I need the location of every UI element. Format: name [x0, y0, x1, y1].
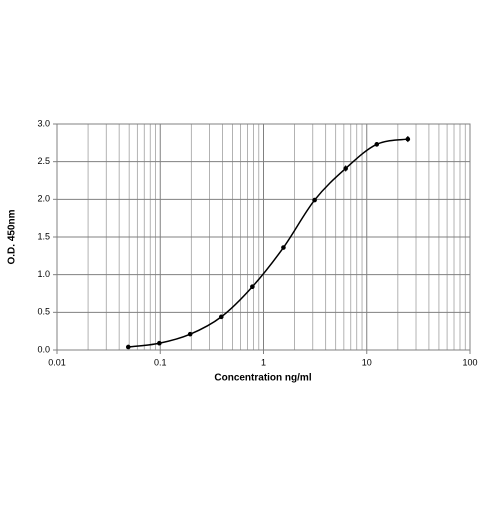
x-tick-label: 1	[261, 357, 266, 367]
data-point	[250, 284, 255, 290]
data-point	[187, 331, 193, 337]
data-point	[218, 314, 224, 320]
y-tick-label: 0.0	[37, 344, 50, 354]
y-tick-label: 2.0	[37, 194, 50, 204]
x-tick-label: 0.1	[154, 357, 167, 367]
y-tick-label: 0.5	[37, 307, 50, 317]
data-point	[343, 166, 348, 171]
data-point	[125, 344, 131, 350]
x-tick-label: 0.01	[48, 357, 66, 367]
fit-curve	[128, 138, 408, 348]
y-axis-title: O.D. 450nm	[7, 209, 18, 264]
data-point	[157, 340, 162, 346]
data-point	[405, 136, 411, 142]
x-tick-label: 100	[462, 357, 477, 367]
y-tick-label: 1.0	[37, 269, 50, 279]
x-tick-label: 10	[362, 357, 372, 367]
y-tick-label: 1.5	[37, 231, 50, 241]
data-point	[312, 197, 317, 203]
data-point	[281, 245, 286, 250]
y-tick-label: 3.0	[37, 118, 50, 128]
data-point	[374, 142, 380, 147]
x-axis-title: Concentration ng/ml	[214, 373, 311, 384]
y-tick-label: 2.5	[37, 156, 50, 166]
